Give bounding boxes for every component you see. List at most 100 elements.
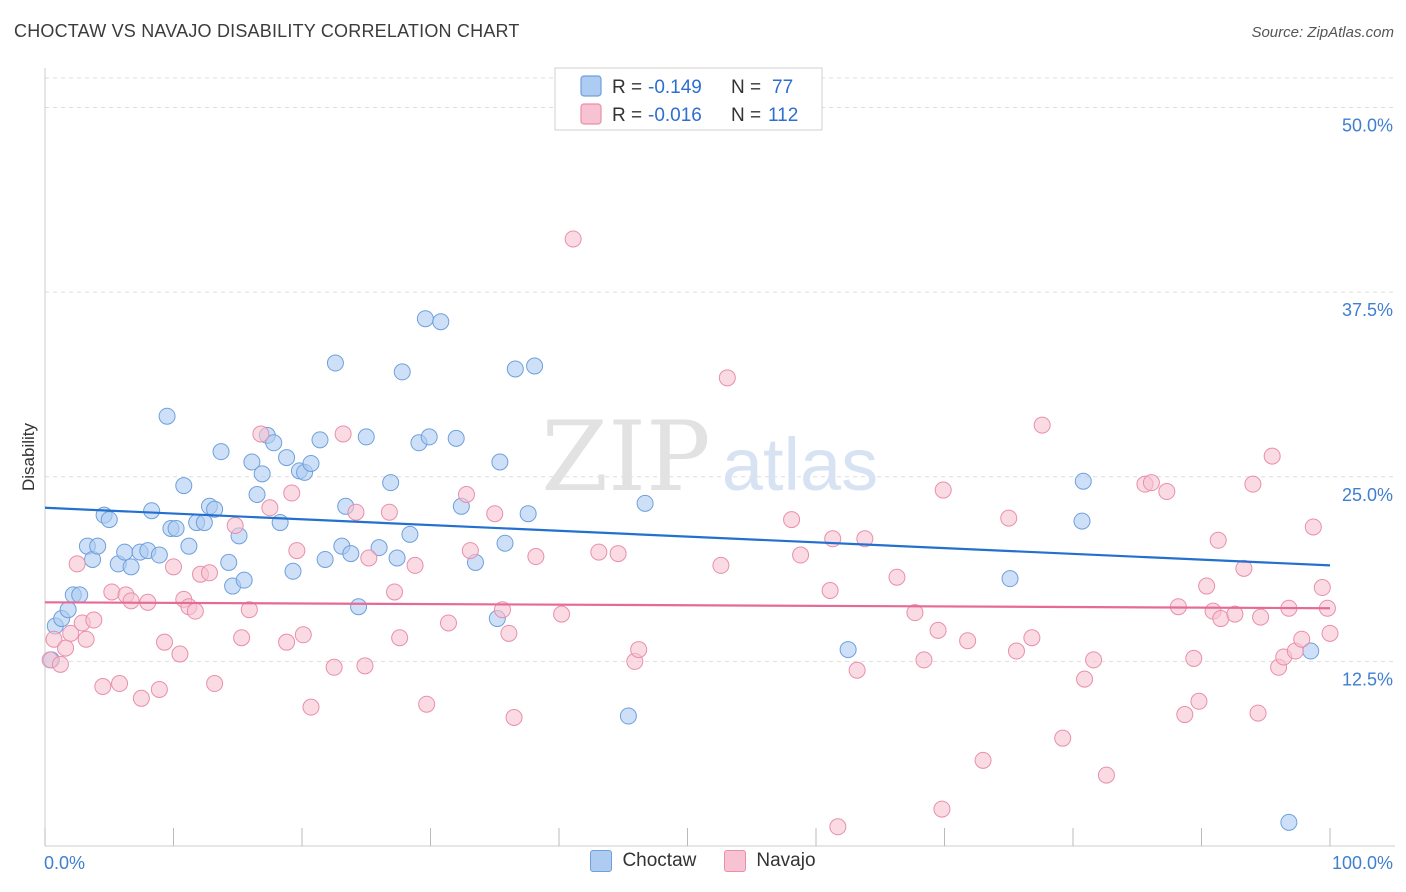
choctaw-point	[175, 477, 193, 495]
navajo-point	[1023, 629, 1041, 647]
choctaw-point	[253, 465, 271, 483]
choctaw-point	[316, 550, 334, 568]
navajo-point	[94, 677, 112, 695]
navajo-point	[386, 583, 404, 601]
legend-item-choctaw: Choctaw	[590, 850, 696, 872]
choctaw-point	[100, 511, 118, 529]
choctaw-point	[284, 562, 302, 580]
navajo-point	[933, 800, 951, 818]
navajo-point	[356, 657, 374, 675]
navajo-point	[848, 661, 866, 679]
navajo-point	[347, 503, 365, 521]
choctaw-point	[158, 407, 176, 425]
choctaw-point	[1073, 512, 1091, 530]
choctaw-point	[220, 553, 238, 571]
navajo-point	[1054, 729, 1072, 747]
axes	[44, 68, 1395, 847]
choctaw-point	[491, 453, 509, 471]
choctaw-point	[167, 519, 185, 537]
navajo-point	[1085, 651, 1103, 669]
choctaw-point	[243, 453, 261, 471]
x-tick-labels: 0.0% 100.0%	[44, 853, 1393, 873]
navajo-point	[206, 675, 224, 693]
choctaw-point	[636, 494, 654, 512]
navajo-point	[934, 481, 952, 499]
choctaw-point	[350, 598, 368, 616]
choctaw-point	[59, 601, 77, 619]
navajo-point	[122, 592, 140, 610]
choctaw-point	[420, 428, 438, 446]
navajo-point	[1209, 531, 1227, 549]
choctaw-point	[248, 485, 266, 503]
navajo-point	[380, 503, 398, 521]
navajo-point	[85, 611, 103, 629]
choctaw-point	[1280, 813, 1298, 831]
navajo-point	[1263, 447, 1281, 465]
navajo-point	[111, 675, 129, 693]
watermark-atlas: atlas	[722, 423, 878, 506]
navajo-point	[103, 583, 121, 601]
navajo-point	[505, 709, 523, 727]
choctaw-point	[370, 539, 388, 557]
navajo-point	[829, 818, 847, 836]
y-tick-label: 50.0%	[1342, 116, 1393, 136]
navajo-point	[906, 604, 924, 622]
choctaw-point	[342, 545, 360, 563]
choctaw-point	[265, 434, 283, 452]
navajo-point	[283, 484, 301, 502]
choctaw-point	[1001, 570, 1019, 588]
navajo-point	[1235, 559, 1253, 577]
navajo-point	[51, 655, 69, 673]
navajo-point	[609, 545, 627, 563]
navajo-point	[457, 485, 475, 503]
choctaw-point	[326, 354, 344, 372]
navajo-point	[718, 369, 736, 387]
choctaw-point	[388, 549, 406, 567]
navajo-point	[564, 230, 582, 248]
navajo-point	[856, 530, 874, 548]
navajo-point	[1000, 509, 1018, 527]
navajo-point	[171, 645, 189, 663]
navajo-point	[1249, 704, 1267, 722]
choctaw-point	[382, 474, 400, 492]
choctaw-point	[432, 313, 450, 331]
navajo-point	[783, 511, 801, 529]
navajo-trend-line	[44, 601, 1331, 610]
navajo-point	[1252, 608, 1270, 626]
choctaw-point	[143, 502, 161, 520]
navajo-point	[406, 556, 424, 574]
navajo-points	[41, 230, 1339, 836]
choctaw-swatch	[590, 850, 613, 872]
choctaw-point	[393, 363, 411, 381]
choctaw-trend-line	[44, 506, 1331, 567]
navajo-point	[1076, 670, 1094, 688]
navajo-point	[527, 548, 545, 566]
navajo-point	[439, 614, 457, 632]
choctaw-point	[206, 500, 224, 518]
navajo-r-label: R =	[612, 105, 642, 126]
navajo-point	[1244, 475, 1262, 493]
navajo-point	[57, 639, 75, 657]
y-axis-label: Disability	[19, 422, 38, 491]
navajo-point	[294, 626, 312, 644]
navajo-point	[590, 543, 608, 561]
choctaw-point	[311, 431, 329, 449]
navajo-point	[77, 630, 95, 648]
choctaw-point	[496, 534, 514, 552]
choctaw-point	[839, 641, 857, 659]
navajo-point	[1212, 610, 1230, 628]
navajo-point	[1176, 706, 1194, 724]
navajo-point	[712, 556, 730, 574]
navajo-point	[261, 499, 279, 517]
y-tick-labels: 12.5% 25.0% 37.5% 50.0%	[1342, 116, 1393, 690]
navajo-point	[334, 425, 352, 443]
y-tick-label: 37.5%	[1342, 300, 1393, 320]
choctaw-point	[506, 360, 524, 378]
choctaw-n-label: N =	[731, 77, 761, 98]
choctaw-point	[116, 543, 134, 561]
navajo-point	[391, 629, 409, 647]
navajo-point	[68, 555, 86, 573]
navajo-point	[165, 558, 182, 576]
navajo-legend-swatch	[580, 103, 602, 125]
navajo-point	[233, 629, 251, 647]
